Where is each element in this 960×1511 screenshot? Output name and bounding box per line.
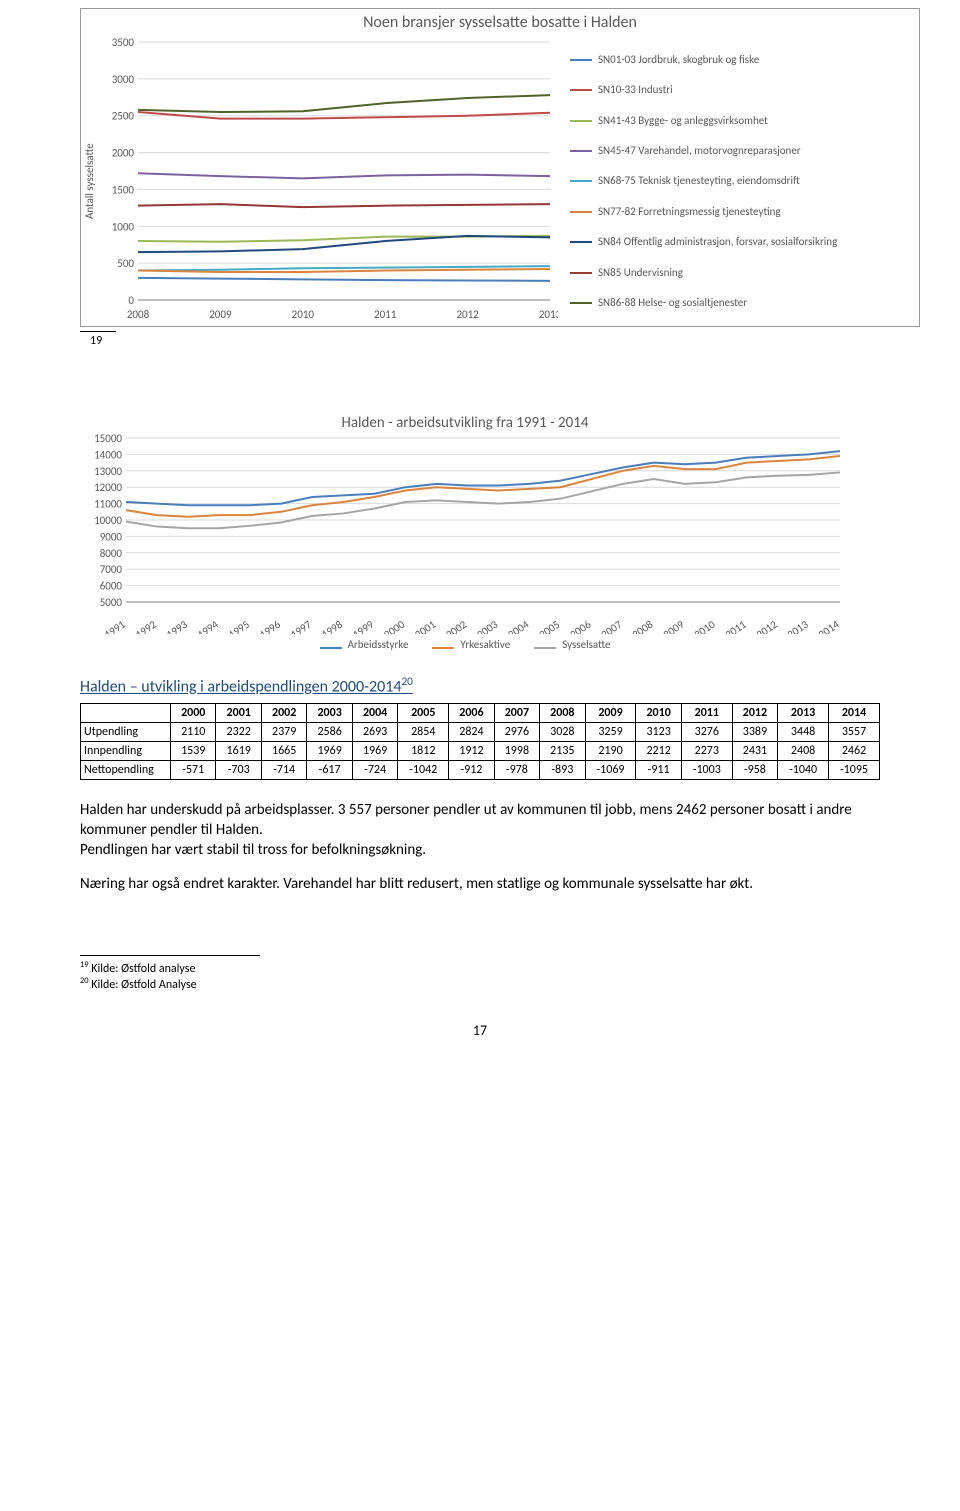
svg-text:10000: 10000 bbox=[94, 514, 122, 527]
svg-text:2006: 2006 bbox=[568, 618, 594, 634]
chart-1-title: Noen bransjer sysselsatte bosatte i Hald… bbox=[81, 9, 919, 36]
footnotes: 19 Kilde: Østfold analyse 20 Kilde: Østf… bbox=[0, 955, 960, 992]
legend-item: Sysselsatte bbox=[534, 638, 610, 651]
svg-text:2003: 2003 bbox=[475, 618, 501, 634]
svg-text:2001: 2001 bbox=[412, 618, 438, 634]
svg-text:2011: 2011 bbox=[374, 308, 397, 321]
svg-text:2009: 2009 bbox=[661, 618, 687, 634]
chart-2-container: Halden - arbeidsutvikling fra 1991 - 201… bbox=[80, 408, 850, 657]
svg-text:1991: 1991 bbox=[102, 618, 128, 634]
svg-text:7000: 7000 bbox=[100, 563, 123, 576]
chart-1-plot: 0 500 1000 1500 2000 2500 3000 3500 2008 2009 2010… bbox=[98, 36, 558, 326]
footnote-2: 20 Kilde: Østfold Analyse bbox=[80, 976, 880, 992]
svg-text:1500: 1500 bbox=[112, 183, 135, 196]
svg-text:13000: 13000 bbox=[94, 465, 122, 478]
svg-text:2012: 2012 bbox=[754, 618, 780, 634]
paragraph-2: Næring har også endret karakter. Varehan… bbox=[80, 874, 880, 894]
svg-text:3000: 3000 bbox=[112, 73, 135, 86]
legend-item: SN41-43 Bygge- og anleggsvirksomhet bbox=[570, 114, 913, 127]
legend-item: SN85 Undervisning bbox=[570, 266, 913, 279]
legend-item: SN86-88 Helse- og sosialtjenester bbox=[570, 296, 913, 309]
svg-text:2002: 2002 bbox=[443, 618, 469, 634]
svg-text:2004: 2004 bbox=[506, 618, 532, 634]
svg-text:2012: 2012 bbox=[456, 308, 479, 321]
legend-item: SN10-33 Industri bbox=[570, 83, 913, 96]
chart-1-container: Noen bransjer sysselsatte bosatte i Hald… bbox=[80, 8, 920, 327]
svg-text:9000: 9000 bbox=[100, 530, 123, 543]
legend-item: SN77-82 Forretningsmessig tjenesteyting bbox=[570, 205, 913, 218]
svg-text:2005: 2005 bbox=[537, 618, 563, 634]
pendling-table: 2000200120022003200420052006200720082009… bbox=[80, 703, 880, 780]
svg-text:1992: 1992 bbox=[133, 618, 159, 634]
svg-text:1998: 1998 bbox=[319, 618, 345, 634]
svg-text:1995: 1995 bbox=[226, 618, 252, 634]
svg-text:8000: 8000 bbox=[100, 547, 123, 560]
svg-text:14000: 14000 bbox=[94, 448, 122, 461]
chart-1-legend: SN01-03 Jordbruk, skogbruk og fiske SN10-… bbox=[558, 36, 919, 326]
svg-text:3500: 3500 bbox=[112, 36, 135, 49]
svg-text:2013: 2013 bbox=[785, 618, 811, 634]
legend-item: SN45-47 Varehandel, motorvognreparasjone… bbox=[570, 144, 913, 157]
svg-text:11000: 11000 bbox=[94, 498, 122, 511]
svg-text:1999: 1999 bbox=[350, 618, 376, 634]
svg-text:1997: 1997 bbox=[288, 618, 314, 634]
chart-1-ylabel: Antall sysselsatte bbox=[81, 36, 98, 326]
svg-text:2007: 2007 bbox=[599, 618, 625, 634]
svg-text:1994: 1994 bbox=[195, 618, 221, 634]
svg-text:5000: 5000 bbox=[100, 596, 123, 609]
chart-2-legend: Arbeidsstyrke Yrkesaktive Sysselsatte bbox=[80, 634, 850, 657]
svg-text:500: 500 bbox=[117, 257, 134, 270]
legend-item: SN01-03 Jordbruk, skogbruk og fiske bbox=[570, 53, 913, 66]
svg-text:2500: 2500 bbox=[112, 110, 135, 123]
svg-text:2011: 2011 bbox=[723, 618, 749, 634]
svg-text:2014: 2014 bbox=[816, 618, 842, 634]
page-number: 17 bbox=[0, 1022, 960, 1039]
chart-2-title: Halden - arbeidsutvikling fra 1991 - 201… bbox=[80, 408, 850, 434]
svg-text:2010: 2010 bbox=[692, 618, 718, 634]
footnote-rule-top bbox=[80, 331, 116, 332]
svg-text:2000: 2000 bbox=[381, 618, 407, 634]
legend-item: SN84 Offentlig administrasjon, forsvar, … bbox=[570, 235, 913, 248]
legend-item: Arbeidsstyrke bbox=[320, 638, 409, 651]
footnote-1: 19 Kilde: Østfold analyse bbox=[80, 960, 880, 976]
svg-text:2010: 2010 bbox=[292, 308, 315, 321]
svg-text:1993: 1993 bbox=[164, 618, 190, 634]
svg-text:15000: 15000 bbox=[94, 434, 122, 445]
svg-text:1000: 1000 bbox=[112, 220, 135, 233]
paragraph-1: Halden har underskudd på arbeidsplasser.… bbox=[80, 800, 880, 861]
footnote-number-top: 19 bbox=[90, 334, 960, 348]
legend-item: Yrkesaktive bbox=[432, 638, 510, 651]
svg-text:2013: 2013 bbox=[539, 308, 558, 321]
svg-text:2000: 2000 bbox=[112, 147, 135, 160]
svg-text:6000: 6000 bbox=[100, 580, 123, 593]
svg-text:0: 0 bbox=[128, 294, 134, 307]
svg-text:12000: 12000 bbox=[94, 481, 122, 494]
chart-2-plot: 5000 6000 7000 8000 9000 10000 11000 12000 13000… bbox=[80, 434, 850, 634]
svg-text:2008: 2008 bbox=[630, 618, 656, 634]
table-title: Halden – utvikling i arbeidspendlingen 2… bbox=[80, 675, 880, 696]
svg-text:2009: 2009 bbox=[209, 308, 232, 321]
legend-item: SN68-75 Teknisk tjenesteyting, eiendomsd… bbox=[570, 174, 913, 187]
svg-text:1996: 1996 bbox=[257, 618, 283, 634]
svg-text:2008: 2008 bbox=[127, 308, 150, 321]
